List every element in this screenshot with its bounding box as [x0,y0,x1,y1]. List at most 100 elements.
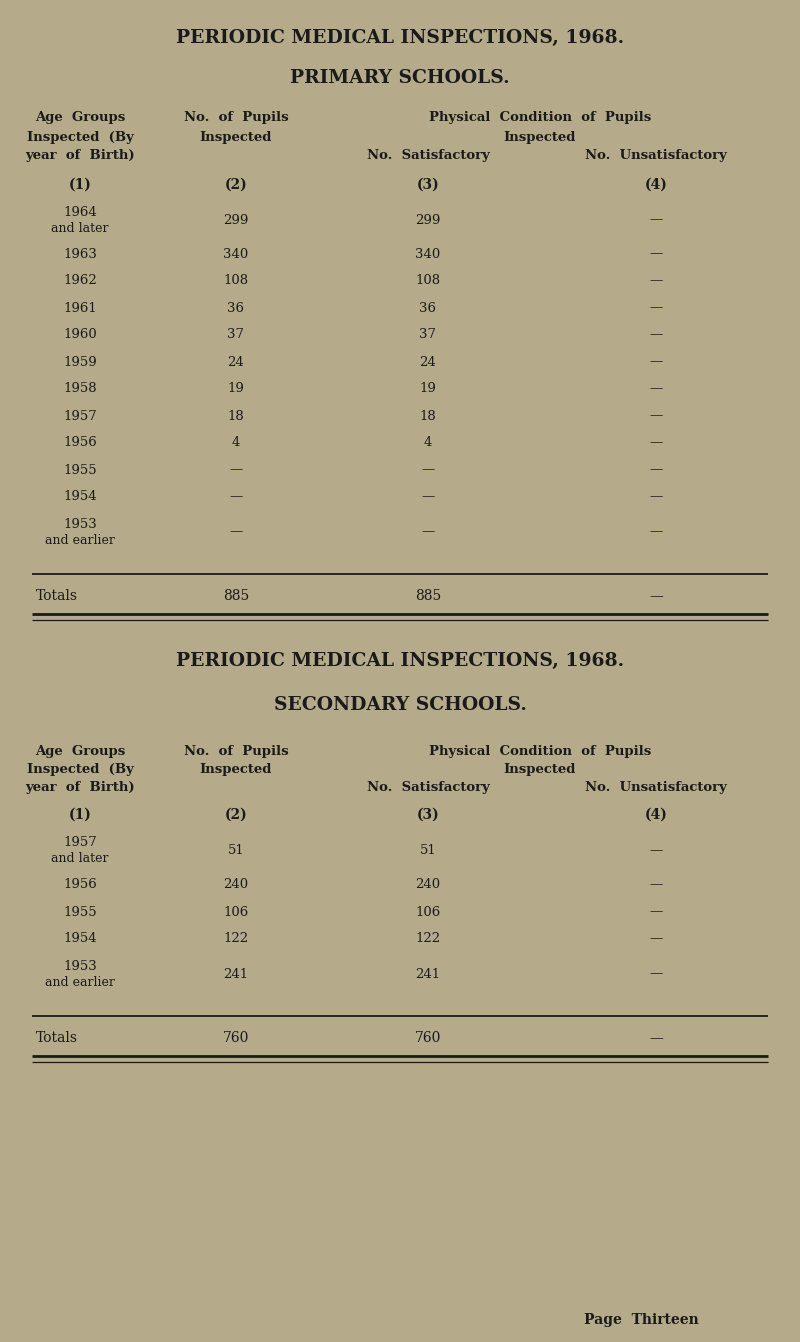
Text: —: — [650,879,662,891]
Text: —: — [230,490,242,503]
Text: and earlier: and earlier [45,976,115,989]
Text: —: — [422,526,434,538]
Text: 340: 340 [223,247,249,260]
Text: —: — [650,844,662,858]
Text: 885: 885 [223,589,249,603]
Text: 1959: 1959 [63,356,97,369]
Text: 1956: 1956 [63,879,97,891]
Text: 51: 51 [420,844,436,858]
Text: 1953: 1953 [63,518,97,530]
Text: (1): (1) [69,178,91,192]
Text: 1961: 1961 [63,302,97,314]
Text: (2): (2) [225,178,247,192]
Text: Inspected: Inspected [200,132,272,145]
Text: 18: 18 [228,409,244,423]
Text: —: — [230,526,242,538]
Text: —: — [650,968,662,981]
Text: —: — [650,526,662,538]
Text: —: — [650,933,662,946]
Text: Inspected  (By: Inspected (By [26,132,134,145]
Text: No.  Unsatisfactory: No. Unsatisfactory [585,781,727,793]
Text: —: — [422,463,434,476]
Text: —: — [650,247,662,260]
Text: 18: 18 [420,409,436,423]
Text: —: — [650,436,662,450]
Text: 4: 4 [232,436,240,450]
Text: 1955: 1955 [63,906,97,918]
Text: 241: 241 [223,968,249,981]
Text: (4): (4) [645,808,667,823]
Text: (3): (3) [417,178,439,192]
Text: Inspected  (By: Inspected (By [26,762,134,776]
Text: 885: 885 [415,589,441,603]
Text: 1962: 1962 [63,275,97,287]
Text: 106: 106 [223,906,249,918]
Text: (4): (4) [645,178,667,192]
Text: 299: 299 [223,213,249,227]
Text: 760: 760 [415,1031,441,1045]
Text: PERIODIC MEDICAL INSPECTIONS, 1968.: PERIODIC MEDICAL INSPECTIONS, 1968. [176,30,624,47]
Text: 1958: 1958 [63,382,97,396]
Text: PRIMARY SCHOOLS.: PRIMARY SCHOOLS. [290,68,510,87]
Text: 240: 240 [415,879,441,891]
Text: 122: 122 [415,933,441,946]
Text: 240: 240 [223,879,249,891]
Text: —: — [650,490,662,503]
Text: 760: 760 [223,1031,249,1045]
Text: 37: 37 [419,329,437,341]
Text: 1956: 1956 [63,436,97,450]
Text: Age  Groups: Age Groups [35,745,125,757]
Text: 106: 106 [415,906,441,918]
Text: —: — [650,275,662,287]
Text: 24: 24 [420,356,436,369]
Text: —: — [650,302,662,314]
Text: 1954: 1954 [63,933,97,946]
Text: 36: 36 [227,302,245,314]
Text: —: — [422,490,434,503]
Text: 1953: 1953 [63,960,97,973]
Text: Totals: Totals [36,589,78,603]
Text: 1954: 1954 [63,490,97,503]
Text: —: — [650,409,662,423]
Text: No.  of  Pupils: No. of Pupils [184,111,288,125]
Text: 24: 24 [228,356,244,369]
Text: 1964: 1964 [63,205,97,219]
Text: —: — [650,329,662,341]
Text: year  of  Birth): year of Birth) [25,781,135,793]
Text: 19: 19 [227,382,245,396]
Text: Physical  Condition  of  Pupils: Physical Condition of Pupils [429,111,651,125]
Text: 299: 299 [415,213,441,227]
Text: 241: 241 [415,968,441,981]
Text: 19: 19 [419,382,437,396]
Text: and later: and later [51,221,109,235]
Text: 51: 51 [228,844,244,858]
Text: 1955: 1955 [63,463,97,476]
Text: No.  Satisfactory: No. Satisfactory [366,781,490,793]
Text: Inspected: Inspected [504,762,576,776]
Text: —: — [230,463,242,476]
Text: 108: 108 [223,275,249,287]
Text: Inspected: Inspected [200,762,272,776]
Text: 340: 340 [415,247,441,260]
Text: 36: 36 [419,302,437,314]
Text: SECONDARY SCHOOLS.: SECONDARY SCHOOLS. [274,696,526,714]
Text: and earlier: and earlier [45,534,115,546]
Text: No.  Satisfactory: No. Satisfactory [366,149,490,162]
Text: and later: and later [51,852,109,866]
Text: No.  Unsatisfactory: No. Unsatisfactory [585,149,727,162]
Text: PERIODIC MEDICAL INSPECTIONS, 1968.: PERIODIC MEDICAL INSPECTIONS, 1968. [176,652,624,670]
Text: 1957: 1957 [63,836,97,849]
Text: 1963: 1963 [63,247,97,260]
Text: 1957: 1957 [63,409,97,423]
Text: 108: 108 [415,275,441,287]
Text: —: — [650,356,662,369]
Text: —: — [650,463,662,476]
Text: (1): (1) [69,808,91,823]
Text: 122: 122 [223,933,249,946]
Text: Page  Thirteen: Page Thirteen [584,1312,698,1327]
Text: No.  of  Pupils: No. of Pupils [184,745,288,757]
Text: —: — [649,1031,663,1045]
Text: (3): (3) [417,808,439,823]
Text: Totals: Totals [36,1031,78,1045]
Text: 4: 4 [424,436,432,450]
